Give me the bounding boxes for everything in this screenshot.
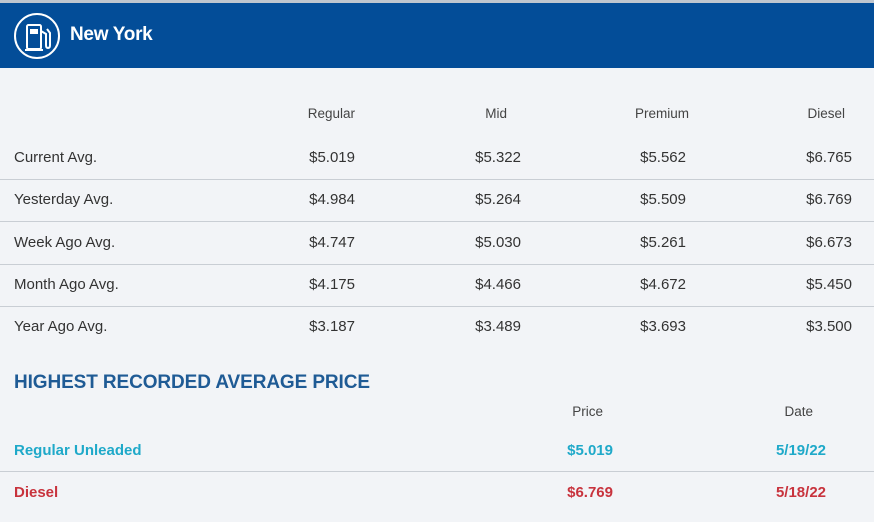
row-divider bbox=[0, 306, 874, 307]
row-divider bbox=[0, 179, 874, 180]
table-cell: $3.500 bbox=[806, 318, 852, 335]
table-cell: $3.489 bbox=[475, 318, 521, 335]
row-label-month-ago: Month Ago Avg. bbox=[14, 276, 119, 293]
highest-date-regular: 5/19/22 bbox=[775, 442, 826, 459]
table-cell: $5.450 bbox=[806, 276, 852, 293]
col-header-regular: Regular bbox=[307, 106, 355, 121]
table-cell: $6.673 bbox=[806, 234, 852, 251]
col-header-price: Price bbox=[572, 404, 603, 419]
city-title: New York bbox=[70, 24, 153, 45]
table-cell: $5.264 bbox=[475, 191, 521, 208]
row-divider bbox=[0, 264, 874, 265]
row-label-current: Current Avg. bbox=[14, 149, 98, 166]
table-cell: $5.261 bbox=[640, 234, 686, 251]
highest-label-regular: Regular Unleaded bbox=[14, 442, 142, 459]
table-cell: $4.747 bbox=[309, 234, 355, 251]
table-cell: $4.466 bbox=[475, 276, 521, 293]
row-divider bbox=[0, 221, 874, 222]
section-title-highest: HIGHEST RECORDED AVERAGE PRICE bbox=[14, 372, 370, 393]
table-cell: $4.672 bbox=[640, 276, 686, 293]
highest-price-diesel: $6.769 bbox=[567, 484, 613, 501]
table-cell: $5.322 bbox=[475, 149, 521, 166]
table-cell: $3.693 bbox=[640, 318, 686, 335]
row-divider bbox=[0, 471, 874, 472]
highest-label-diesel: Diesel bbox=[14, 484, 59, 501]
table-cell: $4.175 bbox=[309, 276, 355, 293]
col-header-premium: Premium bbox=[634, 106, 689, 121]
row-label-year-ago: Year Ago Avg. bbox=[14, 318, 108, 335]
row-label-week-ago: Week Ago Avg. bbox=[14, 234, 116, 251]
col-header-date: Date bbox=[784, 404, 813, 419]
col-header-diesel: Diesel bbox=[807, 106, 845, 121]
col-header-mid: Mid bbox=[485, 106, 507, 121]
highest-price-regular: $5.019 bbox=[567, 442, 613, 459]
table-cell: $5.030 bbox=[475, 234, 521, 251]
top-border bbox=[0, 0, 874, 3]
table-cell: $5.509 bbox=[640, 191, 686, 208]
table-cell: $3.187 bbox=[309, 318, 355, 335]
header-bar: New York bbox=[0, 3, 874, 68]
table-cell: $6.769 bbox=[806, 191, 852, 208]
gas-pump-icon bbox=[14, 13, 60, 59]
table-cell: $5.562 bbox=[640, 149, 686, 166]
table-cell: $5.019 bbox=[309, 149, 355, 166]
highest-date-diesel: 5/18/22 bbox=[775, 484, 826, 501]
row-label-yesterday: Yesterday Avg. bbox=[14, 191, 114, 208]
table-cell: $4.984 bbox=[309, 191, 355, 208]
table-cell: $6.765 bbox=[806, 149, 852, 166]
